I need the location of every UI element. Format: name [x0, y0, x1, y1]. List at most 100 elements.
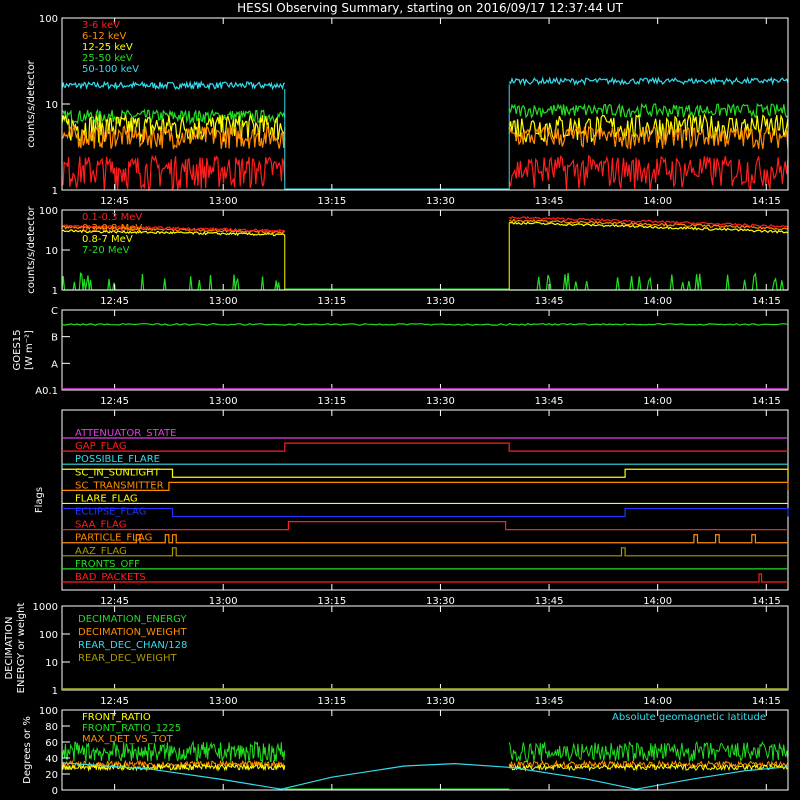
flag-line: [62, 534, 788, 544]
y-axis-label: [W m⁻²]: [24, 330, 35, 370]
flag-line: [62, 507, 789, 518]
chart-annotation: Absolute geomagnetic latitude: [612, 712, 766, 723]
series-line: [508, 740, 789, 764]
count-rate-low-panel: 12:45 13:00 13:15 13:30 13:45 14:00 14:15 1 10 10…: [26, 14, 789, 207]
panel-frame: [61, 309, 789, 391]
panel-frame: [61, 409, 789, 591]
y-axis-label: counts/s/detector: [26, 59, 37, 147]
geomagnetic-latitude-line: [61, 762, 789, 790]
x-tick-label: 13:30: [426, 396, 455, 407]
figure-title: HESSI Observing Summary, starting on 201…: [237, 1, 623, 15]
series-line: [61, 759, 286, 770]
series-line: [508, 215, 789, 229]
y-tick-label: 100: [39, 706, 58, 717]
series-line: [61, 229, 286, 237]
y-tick-label: C: [51, 306, 58, 317]
x-tick-label: 13:15: [317, 696, 346, 707]
series-line: [508, 102, 789, 119]
x-tick-label: 13:45: [535, 396, 564, 407]
y-tick-label: A: [51, 359, 58, 370]
legend-entry: 12-25 keV: [82, 42, 133, 53]
y-axis-label: ENERGY or weight: [16, 603, 27, 694]
y-tick-label: 100: [39, 206, 58, 217]
legend-entry: 50-100 keV: [82, 64, 139, 75]
legend-entry: MAX_DET_VS_TOT: [82, 734, 174, 745]
x-tick-label: 14:15: [752, 296, 781, 307]
flag-label: ATTENUATOR_STATE: [75, 428, 176, 439]
y-tick-label: A0.1: [35, 386, 58, 397]
x-tick-label: 13:00: [209, 196, 238, 207]
x-tick-label: 14:00: [643, 296, 672, 307]
y-tick-label: 100: [39, 630, 58, 641]
x-tick-label: 14:15: [752, 396, 781, 407]
legend-entry: 3-6 keV: [82, 20, 120, 31]
x-tick-label: 14:00: [643, 196, 672, 207]
flag-label: FRONTS_OFF: [75, 559, 140, 570]
series-line: [61, 762, 286, 772]
panel-frame: [61, 209, 789, 291]
flag-line: [62, 442, 788, 452]
series-line: [508, 125, 789, 150]
x-tick-label: 14:00: [643, 696, 672, 707]
series-line: [508, 154, 789, 191]
legend-entry: DECIMATION_WEIGHT: [78, 627, 187, 638]
x-tick-label: 13:45: [535, 596, 564, 607]
y-tick-label: 1: [52, 186, 58, 197]
y-axis-label: Degrees or %: [22, 716, 33, 784]
legend-entry: FRONT_RATIO_1225: [82, 723, 181, 734]
flag-label: SC_IN_SUNLIGHT: [75, 467, 161, 478]
series-line: [61, 740, 286, 764]
series-line: [508, 221, 789, 234]
x-tick-label: 13:00: [209, 396, 238, 407]
x-tick-label: 13:45: [535, 696, 564, 707]
flag-label: GAP_FLAG: [75, 441, 127, 452]
x-tick-label: 12:45: [100, 196, 129, 207]
flag-label: SAA_FLAG: [75, 520, 126, 531]
y-tick-label: B: [51, 333, 58, 344]
decimation-panel: 12:45 13:00 13:15 13:30 13:45 14:00 14:15 1 10 10…: [4, 602, 789, 707]
y-tick-label: 60: [45, 738, 58, 749]
series-line: [508, 762, 789, 772]
x-tick-label: 14:15: [752, 696, 781, 707]
ratios-panel: 0 20 40 60 80 100 Degrees or % FRONT_RATIOFRONT…: [22, 706, 789, 797]
y-tick-label: 1: [52, 686, 58, 697]
flag-label: POSSIBLE_FLARE: [75, 454, 160, 465]
legend-entry: REAR_DEC_CHAN/128: [78, 640, 187, 651]
flag-label: BAD_PACKETS: [75, 572, 146, 583]
x-tick-label: 13:00: [209, 696, 238, 707]
legend-entry: 7-20 MeV: [82, 245, 130, 256]
flag-line: [62, 481, 789, 491]
series-line: [61, 224, 286, 233]
y-axis-label: Flags: [34, 487, 45, 513]
series-line: [61, 124, 286, 150]
panel-frame: [61, 709, 789, 791]
y-tick-label: 10: [45, 100, 58, 111]
y-tick-label: 80: [45, 722, 58, 733]
x-tick-label: 13:15: [317, 396, 346, 407]
x-tick-label: 13:30: [426, 296, 455, 307]
x-tick-label: 13:15: [317, 596, 346, 607]
series-line: [508, 76, 789, 87]
flag-label: ECLIPSE_FLAG: [75, 507, 146, 518]
flags-panel: 12:45 13:00 13:15 13:30 13:45 14:00 14:15 ATTEN…: [34, 409, 789, 607]
x-tick-label: 13:30: [426, 596, 455, 607]
y-tick-label: 20: [45, 770, 58, 781]
x-tick-label: 13:00: [209, 596, 238, 607]
series-line: [509, 272, 788, 291]
series-line: [61, 272, 285, 291]
panel-frame: [61, 605, 789, 691]
y-tick-label: 10: [45, 658, 58, 669]
x-tick-label: 12:45: [100, 296, 129, 307]
count-rate-high-panel: 12:45 13:00 13:15 13:30 13:45 14:00 14:15 1 10 10…: [26, 205, 789, 307]
series-line: [508, 218, 789, 231]
flag-label: FLARE_FLAG: [75, 493, 138, 504]
legend-entry: 0.8-7 MeV: [82, 234, 133, 245]
goes-panel: 12:45 13:00 13:15 13:30 13:45 14:00 14:15 A0.1 A…: [12, 306, 789, 407]
x-tick-label: 13:45: [535, 296, 564, 307]
x-tick-label: 14:15: [752, 196, 781, 207]
flag-line: [62, 573, 788, 583]
y-tick-label: 0: [52, 786, 58, 797]
legend-entry: 0.1-0.3 MeV: [82, 212, 142, 223]
flag-line: [62, 468, 789, 478]
